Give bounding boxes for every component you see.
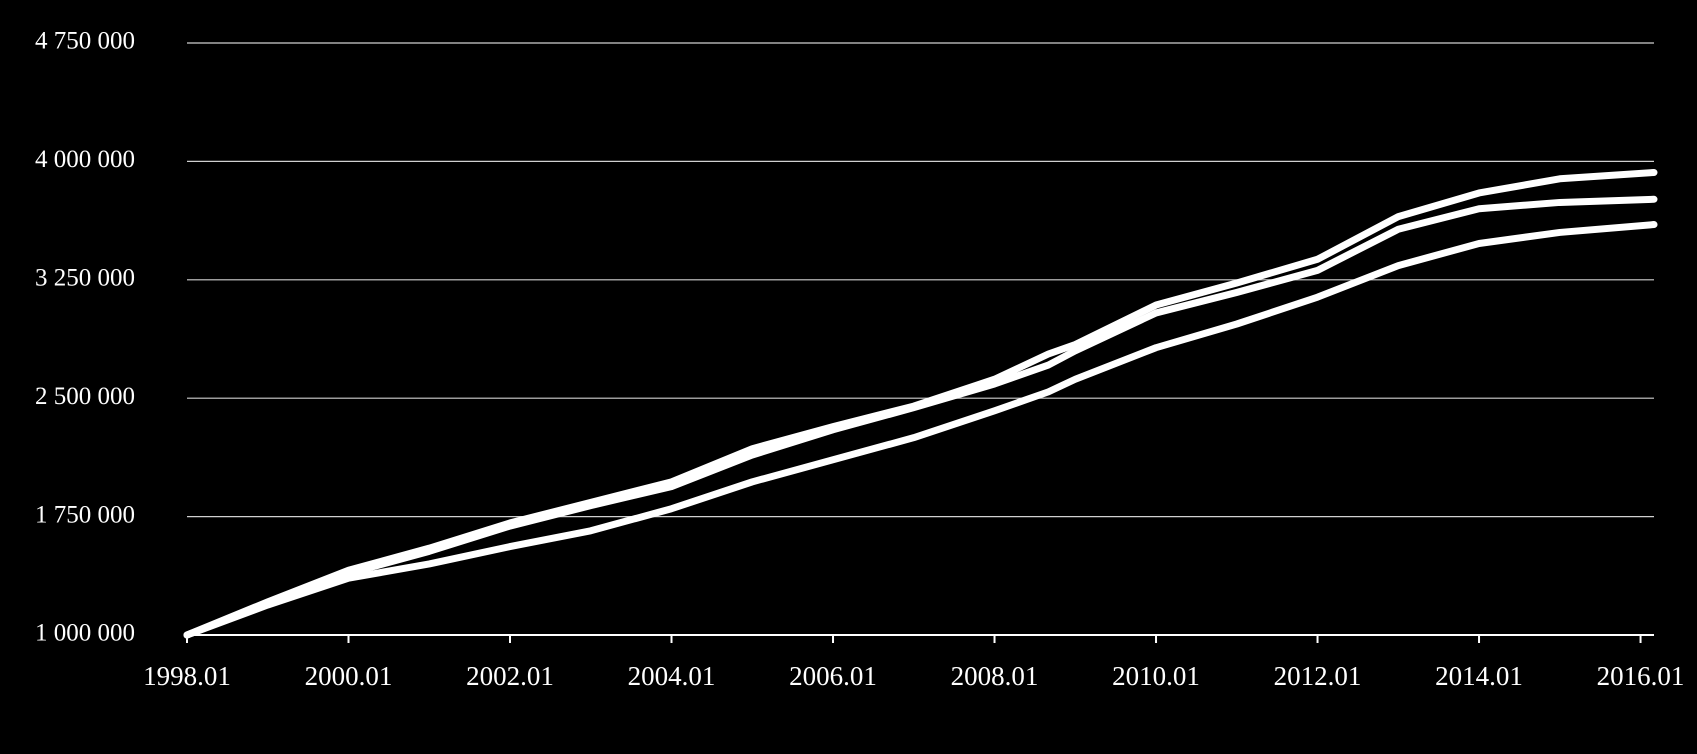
x-tick-label: 2010.01 [1112, 661, 1200, 691]
y-tick-label: 1 000 000 [35, 620, 135, 647]
x-tick-label: 2006.01 [789, 661, 877, 691]
x-tick-label: 2014.01 [1435, 661, 1523, 691]
series-line [183, 195, 1658, 639]
x-tick-label: 1998.01 [143, 661, 231, 691]
y-tick-label: 1 750 000 [35, 501, 135, 528]
y-tick-label: 4 750 000 [35, 28, 135, 55]
x-tick-label: 2008.01 [951, 661, 1039, 691]
x-tick-label: 2016.01 [1597, 661, 1685, 691]
y-tick-label: 2 500 000 [35, 383, 135, 410]
series-line [183, 221, 1658, 639]
x-tick-label: 2012.01 [1274, 661, 1362, 691]
x-tick-label: 2004.01 [628, 661, 716, 691]
y-tick-label: 3 250 000 [35, 265, 135, 292]
x-tick-label: 2000.01 [305, 661, 393, 691]
x-tick-label: 2002.01 [466, 661, 554, 691]
y-tick-label: 4 000 000 [35, 146, 135, 173]
